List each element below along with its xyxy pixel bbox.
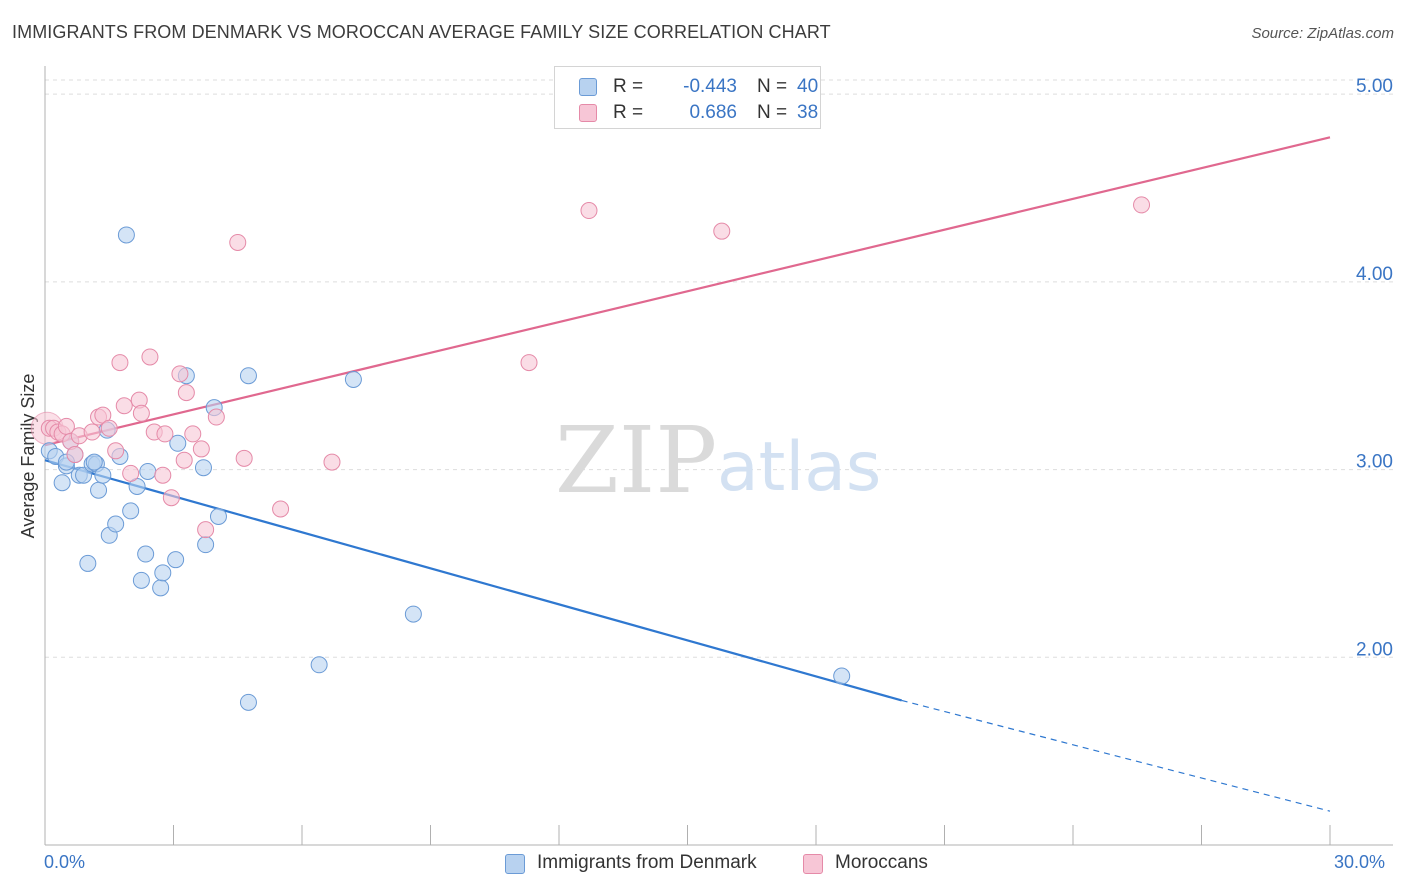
point-moroccans (192, 440, 210, 458)
point-moroccans (100, 419, 118, 437)
y-tick-label: 5.00 (1356, 76, 1393, 97)
n-value: 40 (797, 76, 819, 97)
point-moroccans (1133, 196, 1151, 214)
n-label: N = (757, 76, 788, 97)
point-moroccans (177, 384, 195, 402)
point-moroccans (171, 365, 189, 383)
point-denmark (139, 462, 157, 480)
n-label: N = (757, 102, 788, 123)
point-moroccans (207, 408, 225, 426)
y-tick-labels: 2.00 3.00 4.00 5.00 (1356, 76, 1393, 660)
point-moroccans (175, 451, 193, 469)
point-moroccans (713, 222, 731, 240)
point-moroccans (580, 202, 598, 220)
watermark: ZIP atlas (555, 407, 881, 514)
r-value: -0.443 (683, 76, 737, 97)
chart-title: IMMIGRANTS FROM DENMARK VS MOROCCAN AVER… (12, 22, 831, 42)
point-denmark (90, 481, 108, 499)
legend-swatch-denmark (505, 854, 525, 874)
point-moroccans (156, 425, 174, 443)
point-moroccans (141, 348, 159, 366)
x-tick-label-max: 30.0% (1334, 852, 1386, 872)
point-moroccans (111, 354, 129, 372)
point-moroccans (272, 500, 290, 518)
r-label: R = (613, 102, 644, 123)
source-label: Source: ZipAtlas.com (1251, 25, 1394, 42)
point-moroccans (520, 354, 538, 372)
point-moroccans (107, 442, 125, 460)
trend-line-denmark (44, 459, 902, 702)
trend-line-denmark-extrapolated (901, 699, 1331, 812)
r-value: 0.686 (689, 102, 737, 123)
point-moroccans (132, 404, 150, 422)
n-value: 38 (797, 102, 819, 123)
point-denmark (94, 466, 112, 484)
point-moroccans (66, 446, 84, 464)
point-denmark (197, 536, 215, 554)
point-denmark (85, 453, 103, 471)
trend-lines (44, 136, 1331, 812)
y-tick-label: 3.00 (1356, 452, 1393, 473)
x-tick-label-min: 0.0% (44, 852, 86, 872)
point-denmark (167, 551, 185, 569)
point-denmark (404, 605, 422, 623)
r-label: R = (613, 76, 644, 97)
point-moroccans (235, 449, 253, 467)
data-points (30, 196, 1151, 711)
point-moroccans (83, 423, 101, 441)
point-denmark (132, 571, 150, 589)
point-denmark (117, 226, 135, 244)
legend-swatch-denmark (579, 78, 597, 96)
point-denmark (239, 693, 257, 711)
legend-swatch-moroccans (803, 854, 823, 874)
point-denmark (122, 502, 140, 520)
point-denmark (53, 474, 71, 492)
point-moroccans (229, 233, 247, 251)
legend-label-denmark: Immigrants from Denmark (537, 852, 757, 873)
point-denmark (209, 508, 227, 526)
y-axis-label: Average Family Size (18, 374, 38, 539)
point-denmark (194, 459, 212, 477)
point-moroccans (323, 453, 341, 471)
y-tick-label: 4.00 (1356, 264, 1393, 285)
point-denmark (833, 667, 851, 685)
trend-line-moroccans (44, 136, 1331, 447)
point-denmark (239, 367, 257, 385)
point-moroccans (115, 397, 133, 415)
legend-swatch-moroccans (579, 104, 597, 122)
point-denmark (152, 579, 170, 597)
point-denmark (79, 554, 97, 572)
point-denmark (310, 656, 328, 674)
watermark-zip: ZIP (555, 407, 717, 514)
point-moroccans (154, 466, 172, 484)
y-tick-label: 2.00 (1356, 639, 1393, 660)
legend-label-moroccans: Moroccans (835, 852, 928, 873)
watermark-atlas: atlas (717, 428, 881, 507)
point-moroccans (122, 464, 140, 482)
point-denmark (344, 370, 362, 388)
point-denmark (169, 434, 187, 452)
stats-legend: R = -0.443 N = 40 R = 0.686 N = 38 (554, 66, 821, 129)
point-denmark (107, 515, 125, 533)
point-moroccans (162, 489, 180, 507)
point-denmark (154, 564, 172, 582)
point-denmark (137, 545, 155, 563)
point-denmark (75, 466, 93, 484)
point-moroccans (184, 425, 202, 443)
point-moroccans (197, 521, 215, 539)
